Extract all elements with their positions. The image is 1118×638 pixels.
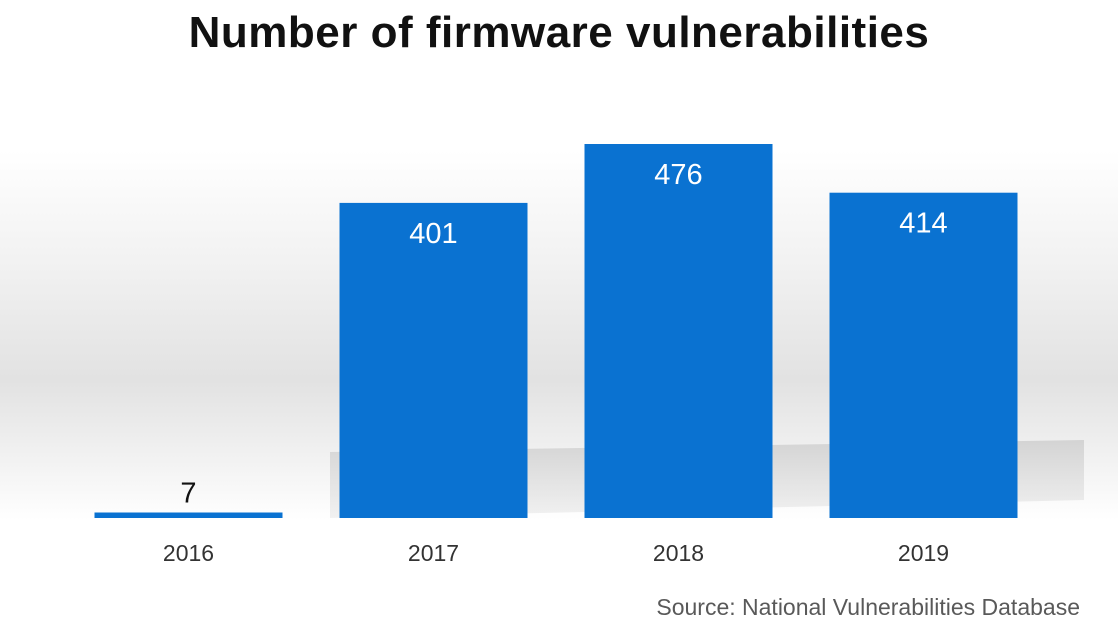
value-label-2017: 401 bbox=[409, 218, 457, 250]
tick-label-2017: 2017 bbox=[408, 540, 459, 566]
bars bbox=[94, 144, 1018, 518]
tick-label-2016: 2016 bbox=[163, 540, 214, 566]
chart-title: Number of firmware vulnerabilities bbox=[188, 8, 930, 57]
bar-2019 bbox=[829, 192, 1018, 518]
tick-label-2019: 2019 bbox=[898, 540, 949, 566]
bar-2017 bbox=[339, 202, 528, 518]
x-tick-labels: 2016 2017 2018 2019 bbox=[163, 540, 949, 566]
tick-label-2018: 2018 bbox=[653, 540, 704, 566]
bar-2018 bbox=[584, 144, 773, 518]
source-note: Source: National Vulnerabilities Databas… bbox=[656, 594, 1080, 620]
bar-2016 bbox=[94, 512, 283, 518]
value-label-2018: 476 bbox=[654, 159, 702, 191]
value-label-2019: 414 bbox=[899, 208, 947, 240]
value-labels: 7 401 476 414 bbox=[180, 159, 947, 510]
value-label-2016: 7 bbox=[180, 478, 196, 510]
